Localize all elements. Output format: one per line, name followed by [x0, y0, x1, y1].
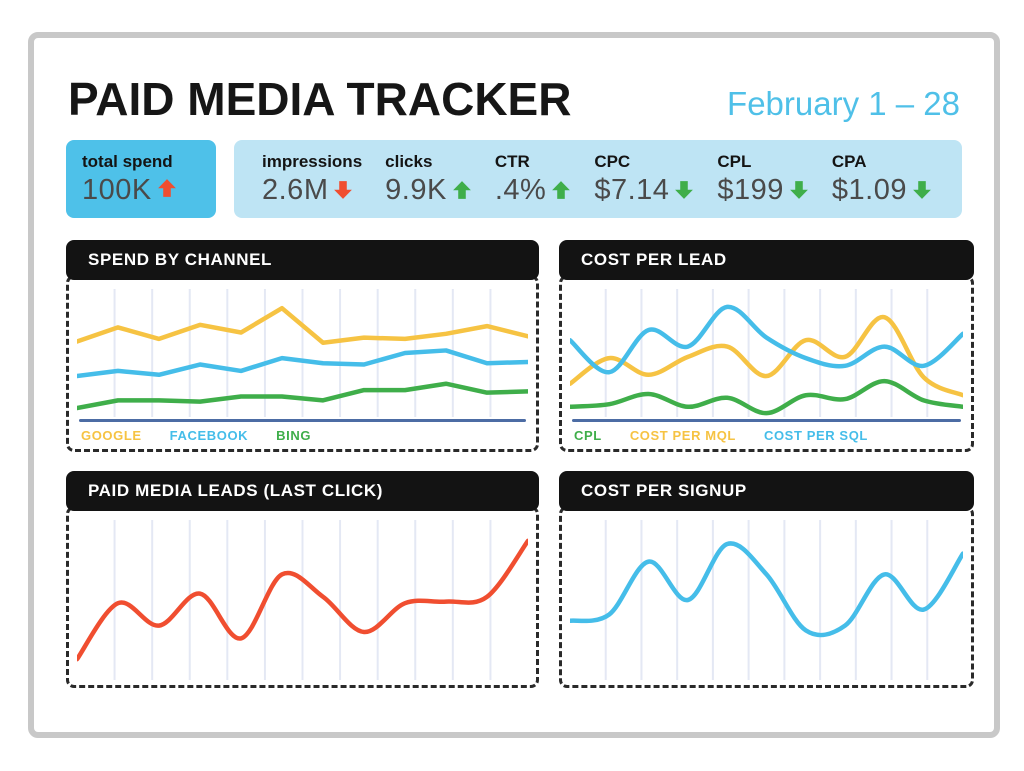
legend-cost-per-lead: CPL COST PER MQL COST PER SQL	[570, 422, 963, 444]
panel-cost-per-lead: COST PER LEAD CPL COST PER MQL COST PER SQ…	[559, 240, 974, 452]
dashboard-frame: PAID MEDIA TRACKER February 1 – 28 total…	[28, 32, 1000, 738]
legend-item-cost-per-sql: COST PER SQL	[763, 428, 868, 443]
legend-spend-by-channel: GOOGLE FACEBOOK BING	[77, 422, 528, 444]
legend-item-bing: BING	[276, 428, 312, 443]
kpi-impressions: impressions 2.6M	[262, 152, 362, 207]
cost-per-signup-line	[570, 543, 963, 635]
panel-body-cost-per-signup	[559, 506, 974, 688]
panel-title: PAID MEDIA LEADS (LAST CLICK)	[88, 481, 384, 500]
kpi-total-spend-value: 100K	[82, 173, 152, 206]
legend-item-google: GOOGLE	[81, 428, 142, 443]
panel-cost-per-signup: COST PER SIGNUP	[559, 471, 974, 688]
kpi-label: CTR	[494, 152, 530, 171]
panel-title: COST PER SIGNUP	[581, 481, 747, 500]
kpi-value: 2.6M	[262, 173, 329, 206]
cpl-line	[570, 381, 963, 413]
trend-down-icon	[913, 181, 931, 199]
chart-panels: SPEND BY CHANNEL GOOGLE FACEBOOK BING COST…	[66, 240, 974, 688]
kpi-total-spend: total spend 100K	[66, 140, 216, 218]
legend-item-cpl: CPL	[574, 428, 602, 443]
kpi-total-spend-label: total spend	[82, 152, 173, 171]
cost-per-signup-chart	[570, 520, 963, 680]
header: PAID MEDIA TRACKER February 1 – 28	[66, 72, 962, 126]
kpi-value: 9.9K	[385, 173, 447, 206]
panel-body-spend-by-channel: GOOGLE FACEBOOK BING	[66, 275, 539, 452]
panel-body-paid-media-leads	[66, 506, 539, 688]
x-axis-line	[572, 419, 961, 422]
date-range: February 1 – 28	[727, 85, 960, 122]
google-line	[77, 308, 528, 343]
gridlines	[606, 289, 928, 417]
kpi-cpc: CPC $7.14	[594, 152, 694, 207]
panel-body-cost-per-lead: CPL COST PER MQL COST PER SQL	[559, 275, 974, 452]
legend-item-cost-per-mql: COST PER MQL	[629, 428, 736, 443]
kpi-cpl: CPL $199	[717, 152, 809, 207]
kpi-label: impressions	[262, 152, 363, 171]
kpi-value: $199	[717, 173, 784, 206]
kpi-value: .4%	[494, 173, 547, 206]
bing-line	[77, 384, 528, 408]
trend-up-icon	[452, 181, 471, 199]
panel-title: SPEND BY CHANNEL	[88, 250, 273, 269]
kpi-label: CPC	[594, 152, 631, 171]
panel-header-paid-media-leads: PAID MEDIA LEADS (LAST CLICK)	[66, 471, 539, 511]
kpi-row: total spend 100K impressions 2.6M clicks 9.…	[66, 140, 962, 218]
panel-header-spend-by-channel: SPEND BY CHANNEL	[66, 240, 539, 280]
trend-down-icon	[790, 181, 808, 199]
kpi-label: CPL	[717, 152, 752, 171]
cost-per-mql-line	[570, 317, 963, 395]
trend-down-icon	[334, 181, 353, 199]
cost-per-sql-line	[570, 307, 963, 372]
kpi-value: $7.14	[594, 173, 670, 206]
kpi-clicks: clicks 9.9K	[385, 152, 472, 207]
legend-item-facebook: FACEBOOK	[169, 428, 249, 443]
kpi-metrics-bar: impressions 2.6M clicks 9.9K CTR .4% CPC $7.14 C…	[234, 140, 962, 218]
cost-per-lead-chart	[570, 289, 963, 417]
kpi-label: CPA	[831, 152, 867, 171]
panel-paid-media-leads: PAID MEDIA LEADS (LAST CLICK)	[66, 471, 539, 688]
panel-header-cost-per-signup: COST PER SIGNUP	[559, 471, 974, 511]
paid-media-leads-chart	[77, 520, 528, 680]
trend-up-icon	[157, 178, 176, 197]
spend-by-channel-chart	[77, 289, 528, 417]
kpi-ctr: CTR .4%	[495, 152, 571, 207]
panel-title: COST PER LEAD	[581, 250, 727, 269]
trend-up-icon	[552, 181, 571, 199]
x-axis-line	[79, 419, 526, 422]
facebook-line	[77, 350, 528, 376]
kpi-value: $1.09	[831, 173, 907, 206]
kpi-cpa: CPA $1.09	[832, 152, 932, 207]
trend-down-icon	[675, 181, 694, 199]
gridlines	[606, 520, 928, 680]
gridlines	[115, 520, 491, 680]
panel-spend-by-channel: SPEND BY CHANNEL GOOGLE FACEBOOK BING	[66, 240, 539, 452]
kpi-label: clicks	[385, 152, 433, 171]
page-title: PAID MEDIA TRACKER	[68, 73, 572, 125]
paid-media-leads-line	[77, 541, 528, 659]
panel-header-cost-per-lead: COST PER LEAD	[559, 240, 974, 280]
